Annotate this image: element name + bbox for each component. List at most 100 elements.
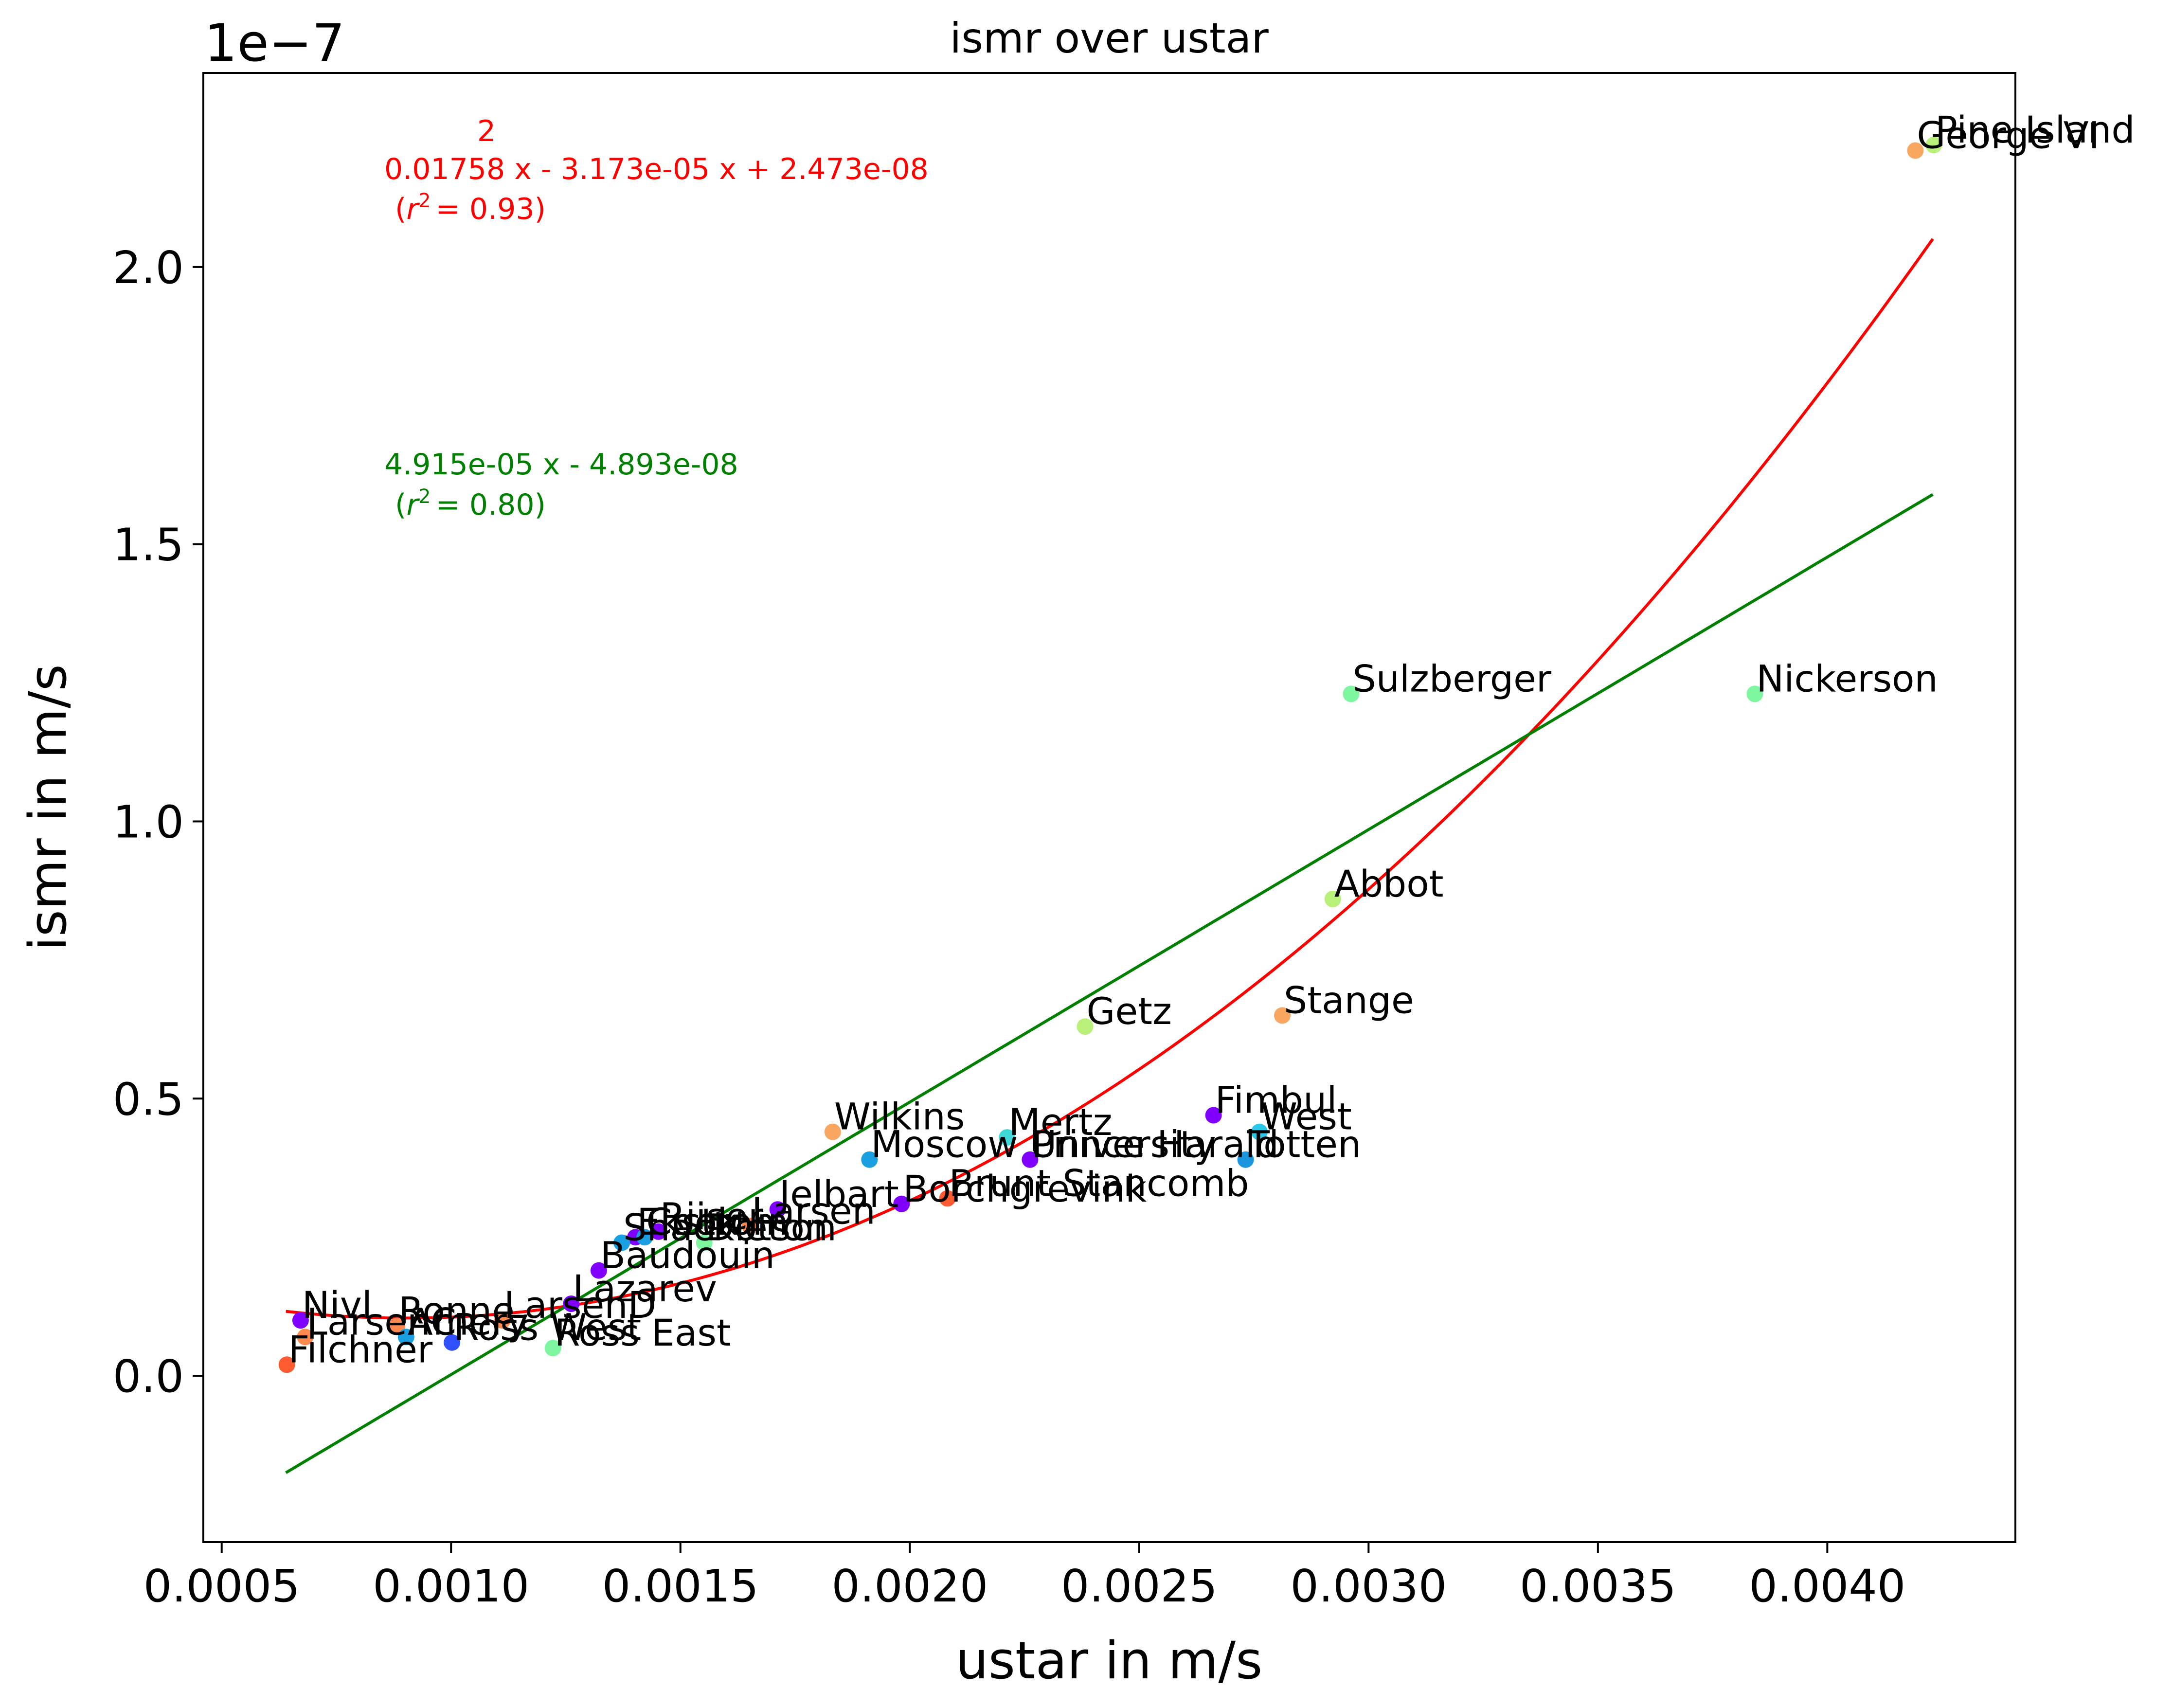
point-label: Sulzberger [1353, 657, 1552, 700]
plot-frame [202, 72, 2016, 1543]
data-point [1324, 891, 1341, 907]
point-label: West [1261, 1095, 1352, 1138]
data-point [1237, 1151, 1254, 1168]
data-point [861, 1151, 878, 1168]
linear-fit-equation: 4.915e-05 x - 4.893e-08 [384, 448, 738, 482]
data-point [292, 1312, 309, 1329]
point-label: Shackleton [623, 1206, 828, 1249]
point-label: Fimbul [1215, 1079, 1337, 1122]
point-label: Amery [408, 1300, 529, 1343]
data-point [444, 1334, 461, 1351]
quadratic-fit-equation: 0.01758 x - 3.173e-05 x + 2.473e-08 [384, 152, 929, 186]
point-label: Ross East [555, 1311, 731, 1354]
point-label: Cook [646, 1200, 738, 1243]
data-point [1907, 142, 1924, 159]
point-label: Riiser [660, 1195, 764, 1238]
data-point [297, 1329, 314, 1346]
x-tick-label: 0.0015 [602, 1560, 759, 1612]
data-point [696, 1234, 713, 1251]
x-tick-label: 0.0040 [1749, 1560, 1905, 1612]
point-label: Baudouin [600, 1234, 775, 1277]
linear-fit-r2-value: = 0.80) [436, 488, 546, 522]
point-label: Nivl [302, 1283, 372, 1327]
point-label: Jelbart [777, 1172, 899, 1216]
data-point [1274, 1007, 1291, 1024]
data-point [1022, 1151, 1039, 1168]
data-point [544, 1340, 561, 1357]
point-label: Stange [1284, 978, 1414, 1022]
data-point [742, 1218, 759, 1235]
data-point [590, 1262, 607, 1279]
plot-area [203, 73, 2015, 1542]
point-label: Prince Harald [1031, 1123, 1279, 1166]
point-label: Totten [1247, 1123, 1362, 1166]
point-label: Pine Island [1935, 108, 2135, 151]
point-label: Borchgrevink [903, 1167, 1147, 1210]
point-label: Mertz [1008, 1100, 1112, 1144]
y-tick-label: 0.5 [113, 1073, 184, 1125]
fit-annotations: 2 0.01758 x - 3.173e-05 x + 2.473e-08 (r… [384, 114, 929, 522]
y-tick-label: 0.0 [113, 1350, 184, 1402]
data-point [999, 1129, 1016, 1146]
quadratic-fit-r2-value: = 0.93) [436, 192, 546, 226]
x-axis: 0.0005 0.0010 0.0015 0.0020 0.0025 0.0030 0.00… [144, 1542, 1905, 1612]
y-axis-title: ismr in m/s [18, 664, 78, 951]
point-label: Brunt Stancomb [949, 1161, 1249, 1205]
data-point [636, 1229, 653, 1246]
point-label: LarsenC [306, 1300, 456, 1343]
data-point [1746, 685, 1763, 702]
x-tick-label: 0.0005 [144, 1560, 300, 1612]
quadratic-fit-exponent: 2 [477, 114, 496, 148]
data-point [1925, 137, 1942, 154]
data-point [494, 1312, 511, 1329]
x-tick-label: 0.0010 [373, 1560, 529, 1612]
linear-fit-r2: (r2 = 0.80) [395, 485, 546, 522]
quadratic-fit-r2: (r2 = 0.93) [395, 190, 546, 226]
y-axis: 0.0 0.5 1.0 1.5 2.0 [113, 242, 203, 1402]
data-point [1205, 1107, 1222, 1124]
point-label: Filchner [288, 1328, 433, 1371]
data-point [650, 1223, 667, 1240]
data-point [893, 1195, 910, 1212]
data-point [939, 1190, 956, 1207]
point-label: Lazarev [573, 1267, 717, 1310]
linear-fit-line [285, 493, 1934, 1474]
data-point [1077, 1018, 1094, 1035]
x-tick-label: 0.0025 [1061, 1560, 1218, 1612]
point-label: Getz [1087, 989, 1172, 1033]
y-axis-offset-label: 1e−7 [204, 13, 345, 73]
data-point [563, 1295, 580, 1312]
data-point [824, 1123, 841, 1140]
point-label: Ekstrom [637, 1200, 789, 1243]
y-tick-label: 1.0 [113, 796, 184, 848]
point-label: LarsenD [504, 1283, 656, 1327]
data-point [389, 1317, 405, 1334]
fit-lines [285, 238, 1934, 1474]
data-point [278, 1356, 295, 1373]
point-label: Larsen [752, 1189, 876, 1232]
x-axis-title: ustar in m/s [956, 1631, 1263, 1690]
point-label: George VI [1917, 114, 2100, 157]
point-label: Moscow University [871, 1123, 1216, 1166]
point-label: Abbot [1334, 862, 1444, 905]
point-label: Ronne [398, 1289, 515, 1332]
y-tick-label: 1.5 [113, 519, 184, 571]
point-label: Dotson [706, 1206, 837, 1249]
quadratic-fit-line [286, 238, 1934, 1320]
point-label: Ross West [453, 1306, 641, 1349]
data-point [1343, 685, 1360, 702]
point-label: Nickerson [1756, 657, 1938, 700]
data-point [1251, 1123, 1268, 1140]
point-label: Wilkins [834, 1095, 965, 1138]
x-tick-label: 0.0035 [1520, 1560, 1676, 1612]
data-points [278, 137, 1942, 1373]
data-point [769, 1201, 786, 1218]
x-tick-label: 0.0030 [1290, 1560, 1447, 1612]
data-point [397, 1329, 414, 1346]
y-tick-label: 2.0 [113, 242, 184, 294]
x-tick-label: 0.0020 [831, 1560, 988, 1612]
chart-title: ismr over ustar [950, 14, 1269, 63]
data-point [613, 1234, 630, 1251]
